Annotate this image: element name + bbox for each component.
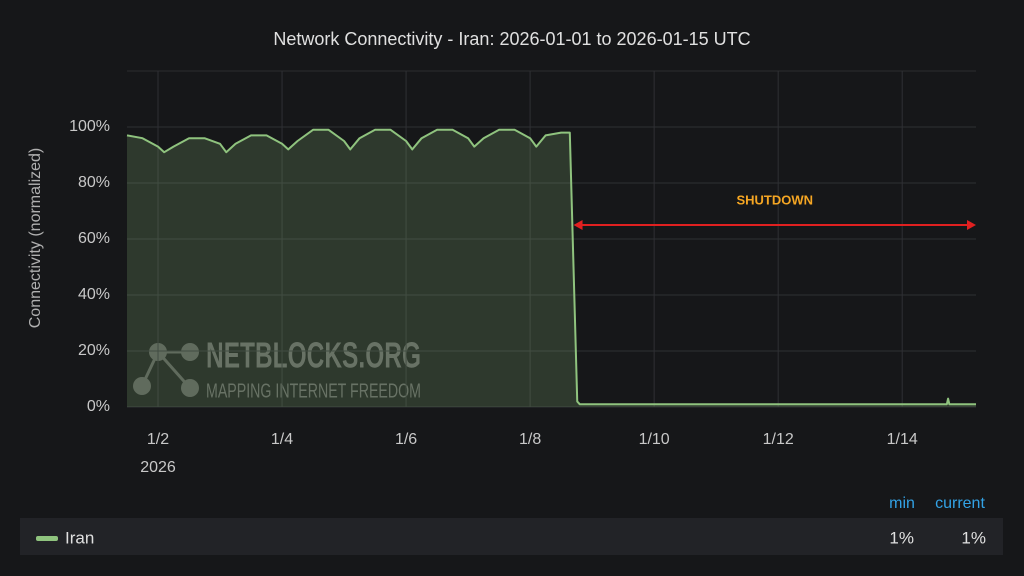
- x-axis-year: 2026: [140, 459, 176, 476]
- legend-column-header: min: [889, 495, 915, 512]
- watermark-tagline: MAPPING INTERNET FREEDOM: [206, 380, 421, 402]
- x-tick-label: 1/2: [147, 431, 169, 448]
- x-tick-label: 1/12: [763, 431, 794, 448]
- arrow-head: [573, 220, 583, 230]
- legend-series-name[interactable]: Iran: [65, 528, 94, 547]
- logo-node: [181, 343, 199, 361]
- y-tick-label: 80%: [78, 174, 110, 191]
- chart-title: Network Connectivity - Iran: 2026-01-01 …: [273, 29, 750, 49]
- y-tick-label: 40%: [78, 286, 110, 303]
- line: [126, 128, 976, 406]
- grid: [127, 70, 976, 408]
- annotation-label: SHUTDOWN: [736, 192, 813, 207]
- y-tick-label: 0%: [87, 398, 110, 415]
- legend-swatch: [36, 536, 58, 541]
- watermark-name: NETBLOCKS.ORG: [206, 335, 421, 376]
- logo-node: [133, 377, 151, 395]
- x-tick-label: 1/14: [887, 431, 918, 448]
- legend-column-header: current: [935, 495, 985, 512]
- legend-stat: 1%: [961, 528, 986, 547]
- y-tick-label: 100%: [69, 118, 110, 135]
- x-tick-label: 1/6: [395, 431, 417, 448]
- legend-stat: 1%: [889, 528, 914, 547]
- y-tick-label: 20%: [78, 342, 110, 359]
- x-tick-label: 1/8: [519, 431, 541, 448]
- y-axis-label: Connectivity (normalized): [27, 148, 44, 329]
- arrow-head: [967, 220, 976, 230]
- x-tick-label: 1/4: [271, 431, 293, 448]
- legend-row-bg: [20, 518, 1003, 555]
- logo-node: [181, 379, 199, 397]
- y-tick-label: 60%: [78, 230, 110, 247]
- watermark: NETBLOCKS.ORG MAPPING INTERNET FREEDOM: [133, 335, 421, 402]
- area: [127, 129, 976, 408]
- x-tick-label: 1/10: [639, 431, 670, 448]
